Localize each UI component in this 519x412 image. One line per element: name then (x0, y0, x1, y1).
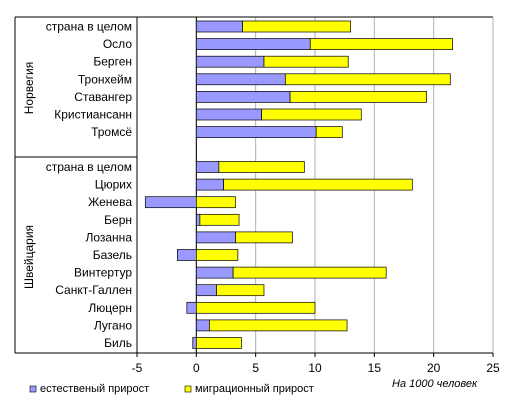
category-label: Кристиансанн (54, 108, 132, 122)
bar-natural-growth (186, 301, 197, 314)
legend-swatch-migration (184, 385, 192, 393)
bar-migration-growth (315, 126, 343, 138)
bar-natural-growth (195, 55, 265, 68)
bar-migration-growth (218, 161, 305, 173)
category-label: Винтертур (74, 266, 132, 280)
bar-migration-growth (242, 20, 351, 33)
x-tick-label: -5 (132, 361, 143, 375)
bar-natural-growth (144, 196, 197, 209)
bar-migration-growth (309, 38, 454, 50)
category-label: Берген (93, 55, 132, 69)
category-label: страна в целом (46, 160, 132, 174)
group-label-switzerland: Швейцария (22, 225, 36, 289)
bar-natural-growth (195, 284, 217, 297)
bar-migration-growth (195, 249, 239, 261)
category-label: Биль (104, 336, 132, 350)
category-label: Люцерн (88, 301, 132, 315)
axis-frame (14, 16, 494, 357)
bar-migration-growth (195, 301, 316, 314)
x-tick-label: 25 (486, 361, 500, 375)
bar-migration-growth (232, 266, 387, 279)
bar-natural-growth (195, 178, 224, 191)
x-tick-label: 5 (252, 361, 259, 375)
bar-natural-growth (192, 337, 197, 349)
x-tick-label: 15 (368, 361, 382, 375)
category-label: Осло (103, 37, 132, 51)
bar-migration-growth (199, 213, 240, 226)
bar-migration-growth (261, 108, 362, 121)
bar-migration-growth (289, 91, 427, 103)
category-labels: страна в целом Осло Берген Тронхейм Ставанге… (46, 20, 133, 351)
bar-natural-growth (195, 319, 210, 332)
category-label: Тронхейм (78, 72, 132, 86)
legend-swatch-natural (29, 385, 37, 393)
bar-migration-growth (209, 319, 348, 332)
bar-migration-growth (216, 284, 265, 297)
category-label: Цюрих (95, 178, 132, 192)
bar-natural-growth (195, 126, 317, 138)
group-label-norway: Норвегия (22, 62, 36, 115)
bar-natural-growth (195, 108, 262, 121)
category-label: Женева (88, 195, 132, 209)
bar-natural-growth (195, 231, 236, 244)
x-tick-label: 0 (193, 361, 200, 375)
bar-migration-growth (284, 73, 451, 86)
category-label: Ставангер (74, 90, 132, 104)
bar-natural-growth (195, 73, 286, 86)
legend-label-natural: естественый прирост (40, 383, 149, 395)
bar-migration-growth (235, 231, 293, 244)
category-label: Лозанна (85, 230, 132, 244)
category-label: Базель (93, 248, 132, 262)
legend: естественый прирост миграционный прирост (29, 383, 314, 395)
bar-natural-growth (176, 249, 197, 261)
bars (144, 20, 454, 349)
category-label: Берн (104, 213, 132, 227)
category-label: Тромсё (91, 125, 132, 139)
category-label: страна в целом (46, 20, 132, 34)
x-axis-unit-label: На 1000 человек (392, 378, 478, 390)
x-tick-label: 10 (308, 361, 322, 375)
bar-natural-growth (195, 266, 234, 279)
bar-migration-growth (195, 196, 236, 209)
bar-natural-growth (195, 161, 220, 173)
bar-natural-growth (195, 91, 291, 103)
bar-natural-growth (195, 20, 243, 33)
bar-migration-growth (223, 178, 413, 191)
x-tick-labels: -5 0 5 10 15 20 25 (132, 361, 500, 375)
x-tick-label: 20 (427, 361, 441, 375)
category-label: Лугано (94, 318, 132, 332)
bar-migration-growth (195, 337, 242, 349)
category-label: Санкт-Галлен (55, 283, 132, 297)
bar-natural-growth (195, 213, 201, 226)
bar-migration-growth (263, 55, 349, 68)
legend-label-migration: миграционный прирост (195, 383, 314, 395)
bar-natural-growth (195, 38, 311, 50)
